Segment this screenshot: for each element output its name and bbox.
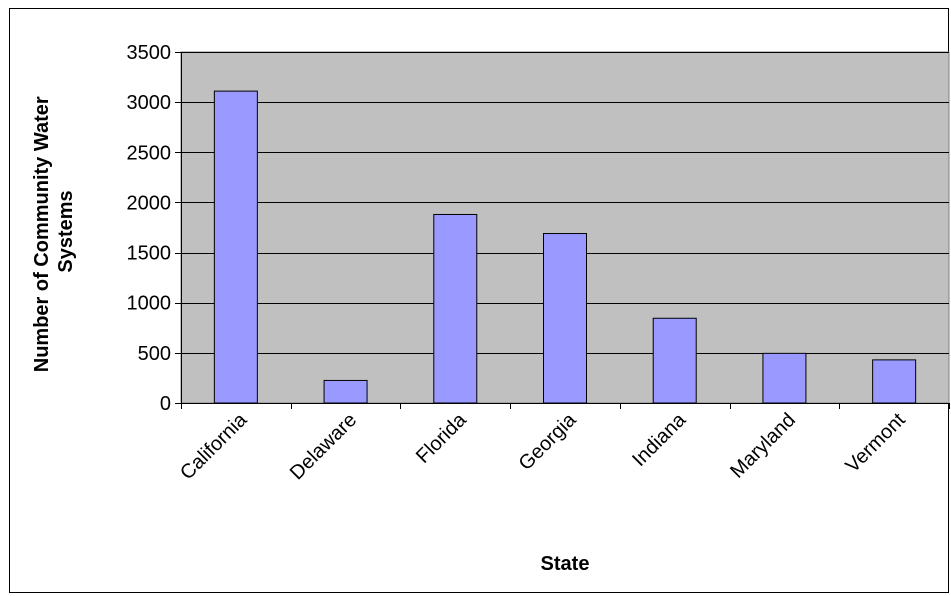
bar-georgia xyxy=(543,233,587,404)
y-tick-label: 1500 xyxy=(127,243,172,265)
y-tick-label: 500 xyxy=(138,343,171,365)
x-axis-title: State xyxy=(541,553,590,575)
x-tick-label: Vermont xyxy=(841,409,910,478)
y-tick-label: 2000 xyxy=(127,192,172,214)
bar-delaware xyxy=(323,379,368,404)
x-tick-label: Georgia xyxy=(515,408,581,474)
y-axis-title-line-2: Systems xyxy=(55,190,77,272)
x-tick-label: Delaware xyxy=(286,409,361,484)
bar-indiana xyxy=(652,317,697,404)
x-tick-label: California xyxy=(176,408,252,484)
x-tick-label: Florida xyxy=(412,408,471,467)
bar-california xyxy=(213,90,258,404)
y-tick-label: 0 xyxy=(160,393,171,415)
x-tick-label: Maryland xyxy=(726,409,800,483)
x-tick-label: Indiana xyxy=(628,408,691,471)
x-tick-labels: California Delaware Florida Georgia Indiana M… xyxy=(176,408,910,484)
axes xyxy=(175,52,950,409)
bar-vermont xyxy=(872,359,917,404)
y-axis-title-line-1: Number of Community Water xyxy=(31,96,53,372)
y-tick-label: 2500 xyxy=(127,142,172,164)
y-tick-label: 3000 xyxy=(127,92,172,114)
y-tick-label: 1000 xyxy=(127,293,172,315)
bar-maryland xyxy=(762,352,807,404)
y-tick-labels: 0 500 1000 1500 2000 2500 3000 3500 xyxy=(127,42,172,415)
y-tick-label: 3500 xyxy=(127,42,172,64)
y-axis-title: Number of Community Water Systems xyxy=(31,91,77,373)
bar-florida xyxy=(433,213,478,404)
